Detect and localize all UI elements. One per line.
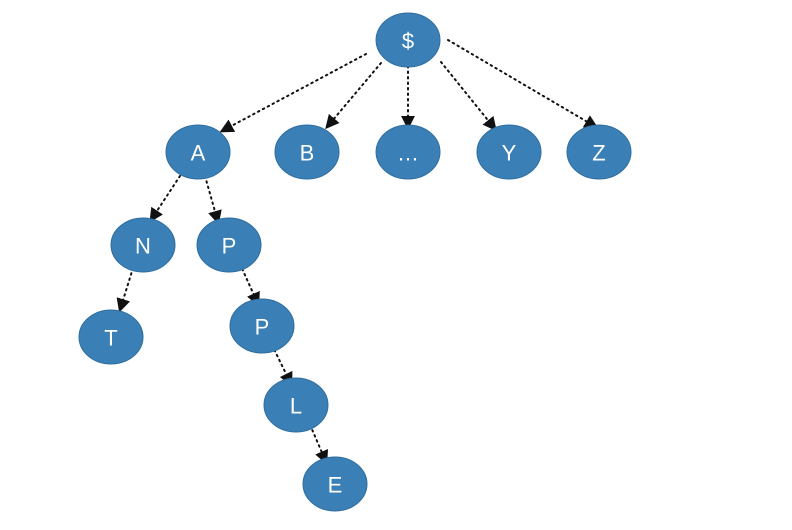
node-shape-t — [78, 309, 144, 365]
node-shape-p1 — [196, 217, 262, 273]
edge-a-p1 — [204, 175, 222, 225]
node-shape-y — [476, 124, 542, 180]
edge-root-z — [447, 39, 599, 129]
node-label-dots: … — [397, 141, 419, 166]
node-shape-root — [375, 12, 441, 68]
node-p1: P — [196, 217, 262, 273]
edge-root-b — [325, 62, 382, 130]
node-label-e: E — [328, 473, 343, 498]
node-n: N — [110, 217, 176, 273]
nodes-layer: $ A B … Y Z N P T P L E — [78, 12, 632, 512]
node-label-p2: P — [255, 315, 270, 340]
node-label-y: Y — [502, 141, 517, 166]
node-label-n: N — [135, 234, 151, 259]
node-label-a: A — [191, 141, 206, 166]
edge-n-t — [116, 267, 134, 313]
node-b: B — [274, 124, 340, 180]
node-shape-b — [274, 124, 340, 180]
node-t: T — [78, 309, 144, 365]
node-e: E — [302, 456, 368, 512]
node-label-p1: P — [222, 234, 237, 259]
node-shape-dots — [375, 124, 441, 180]
node-shape-a — [165, 124, 231, 180]
node-label-l: L — [290, 394, 302, 419]
node-p2: P — [229, 298, 295, 354]
node-label-b: B — [300, 141, 315, 166]
node-y: Y — [476, 124, 542, 180]
edge-root-a — [219, 53, 367, 133]
edge-p1-p2 — [239, 263, 260, 307]
node-l: L — [263, 377, 329, 433]
node-root: $ — [375, 12, 441, 68]
edge-root-y — [440, 61, 497, 132]
edge-a-n — [149, 175, 181, 223]
node-shape-z — [566, 124, 632, 180]
node-shape-p2 — [229, 298, 295, 354]
edges-layer — [116, 39, 599, 465]
node-shape-l — [263, 377, 329, 433]
node-label-root: $ — [402, 29, 414, 54]
edge-p2-l — [271, 344, 293, 387]
node-shape-e — [302, 456, 368, 512]
node-shape-n — [110, 217, 176, 273]
node-a: A — [165, 124, 231, 180]
node-label-z: Z — [592, 141, 605, 166]
node-dots: … — [375, 124, 441, 180]
node-z: Z — [566, 124, 632, 180]
node-label-t: T — [104, 326, 117, 351]
